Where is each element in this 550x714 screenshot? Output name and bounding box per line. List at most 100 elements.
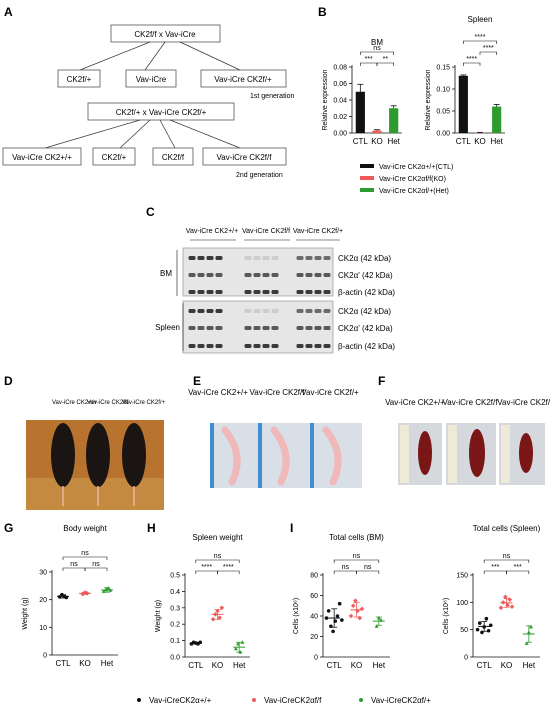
blot-band	[253, 326, 261, 330]
significance-bracket	[360, 51, 394, 55]
chart-total-cells-spleen: 0 50 100 150 CTL KO Het Cells (x10⁶) Total cells…	[443, 524, 541, 670]
leg-ko	[270, 426, 290, 486]
blot-band	[262, 273, 270, 277]
significance-bracket	[483, 570, 507, 574]
panel-letter-i: I	[290, 521, 293, 535]
legend-dot-ctl	[137, 698, 141, 702]
y-tick-label: 0.0	[170, 655, 180, 662]
significance-bracket	[333, 570, 357, 574]
significance-bracket	[463, 40, 497, 44]
blot-band	[206, 256, 214, 260]
blot-band	[253, 309, 261, 313]
y-tick-label: 10	[39, 625, 47, 632]
y-tick-label: 50	[460, 627, 468, 634]
blot-band	[253, 290, 261, 294]
y-tick-label: 0.04	[333, 98, 347, 105]
gen2-box-2	[92, 147, 136, 166]
significance-label: ns	[92, 561, 100, 568]
data-point	[374, 624, 379, 628]
blot-band	[206, 309, 214, 313]
bar	[492, 106, 502, 133]
y-axis-label: Weight (g)	[155, 600, 162, 632]
arrow	[119, 119, 151, 149]
significance-label: ****	[223, 564, 234, 571]
gen1-box-ck2fp	[57, 69, 101, 88]
x-tick-label: CTL	[477, 661, 493, 670]
ruler	[448, 425, 457, 483]
arrow	[169, 119, 241, 149]
cross2-box	[87, 102, 235, 121]
gen1-vav: Vav-iCre	[136, 75, 167, 84]
blot-band	[305, 309, 313, 313]
blot-band	[323, 326, 331, 330]
blot-col-3: Vav-iCre CK2f/+	[293, 228, 343, 235]
blot-band	[305, 344, 313, 348]
significance-label: ns	[214, 553, 222, 560]
legend-swatch-ctl	[360, 164, 374, 168]
blot-band	[197, 326, 205, 330]
x-tick-label: Het	[523, 661, 536, 670]
data-point	[353, 598, 358, 603]
photo-e-label-2: Vav-iCre CK2f/f	[250, 388, 306, 397]
y-tick-label: 80	[310, 573, 318, 580]
gen2-box-3	[152, 147, 194, 166]
arrow	[144, 41, 166, 71]
bottom-legend-ko: Vav-iCreCK2αf/f	[264, 696, 322, 705]
blot-col-2: Vav-iCre CK2f/f	[242, 228, 290, 235]
y-tick-label: 30	[39, 570, 47, 577]
blot-band	[188, 256, 196, 260]
blot-band	[296, 273, 304, 277]
significance-label: ****	[201, 564, 212, 571]
blot-band	[244, 256, 252, 260]
y-tick-label: 40	[310, 614, 318, 621]
significance-bracket	[195, 559, 240, 563]
x-tick-label: CTL	[327, 661, 343, 670]
significance-label: ns	[503, 553, 511, 560]
blot-band	[215, 256, 223, 260]
x-tick-label: KO	[212, 661, 224, 670]
significance-bracket	[195, 570, 218, 574]
significance-label: ns	[353, 553, 361, 560]
blot-band	[323, 273, 331, 277]
blot-band	[262, 326, 270, 330]
leg-ctl	[221, 426, 241, 486]
legend-dot-het	[359, 698, 363, 702]
blot-band	[296, 290, 304, 294]
y-axis-label: Relative expression	[425, 69, 432, 130]
chart-title: Spleen weight	[192, 533, 243, 542]
blot-band	[296, 326, 304, 330]
bar	[372, 130, 382, 133]
blot-band	[262, 344, 270, 348]
gen2-3: CK2f/f	[162, 153, 185, 162]
x-tick-label: KO	[474, 137, 486, 146]
significance-bracket	[356, 570, 380, 574]
y-tick-label: 100	[456, 600, 468, 607]
x-tick-label: KO	[351, 661, 363, 670]
blot-band	[314, 344, 322, 348]
leg-het	[322, 426, 342, 486]
significance-bracket	[483, 559, 530, 563]
gen2-4: Vav-iCre CK2f/f	[217, 153, 273, 162]
blot-band	[188, 290, 196, 294]
significance-bracket	[62, 556, 108, 560]
x-tick-label: KO	[501, 661, 513, 670]
legend-dot-ko	[252, 698, 256, 702]
data-point	[233, 646, 238, 651]
blot-band	[262, 256, 270, 260]
x-tick-label: Het	[387, 137, 400, 146]
data-point	[324, 616, 329, 620]
chart-spleen-expression: 0.00 0.05 0.10 0.15 CTL KO Het Relative express…	[425, 15, 505, 146]
blot-band	[244, 326, 252, 330]
y-tick-label: 60	[310, 593, 318, 600]
data-point	[357, 615, 363, 621]
chart-bm-expression: 0.00 0.02 0.04 0.06 0.08 CTL KO Het Relative exp…	[322, 38, 402, 146]
blot-band	[197, 273, 205, 277]
gen2-2: CK2f/+	[102, 153, 127, 162]
blot-band	[215, 273, 223, 277]
data-point	[484, 616, 489, 621]
y-tick-label: 0.00	[333, 131, 347, 138]
significance-bracket	[217, 570, 240, 574]
blot-band	[305, 273, 313, 277]
photo-f-label-1: Vav-iCre CK2+/+	[385, 398, 445, 407]
